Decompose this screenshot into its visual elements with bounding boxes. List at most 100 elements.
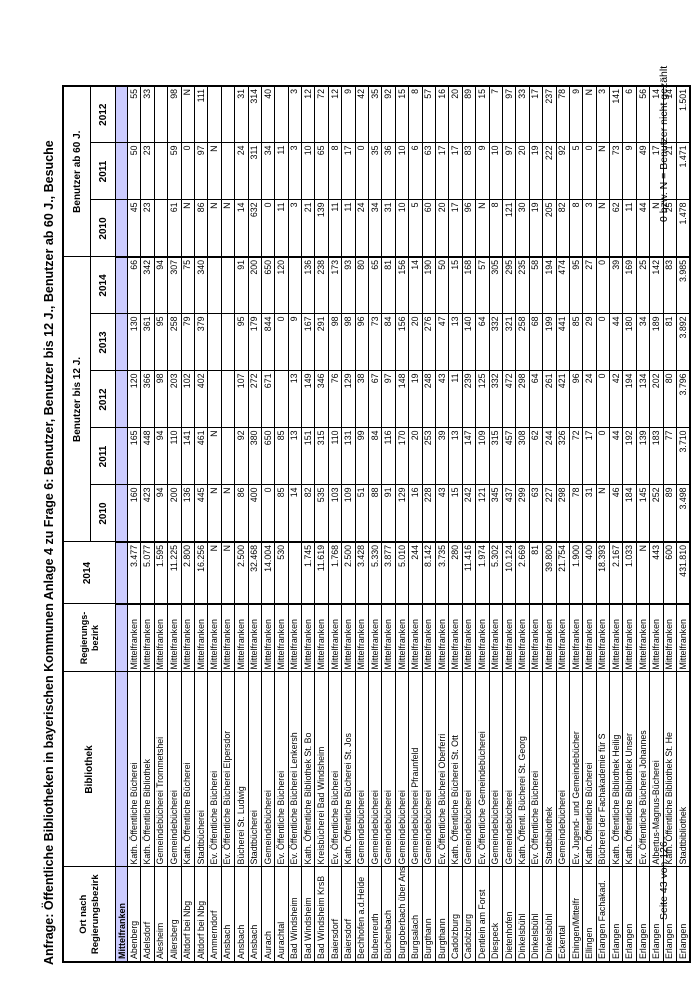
cell-ort: Burgthann	[435, 867, 449, 962]
cell-bis12-2012: 42	[609, 371, 623, 428]
cell-bis12-2014: 136	[301, 256, 315, 314]
cell-benutzer-2014: 1.974	[475, 542, 490, 604]
cell-bis12-2012: 43	[435, 371, 449, 428]
table-row: Dentlein am Forst Ev. Öffentliche Gemein…	[475, 85, 490, 962]
cell-bis12-2014: 142	[649, 256, 664, 314]
cell-ab60-2010: 3	[582, 199, 597, 257]
cell-ort: Bad Windsheim	[301, 867, 315, 962]
cell-regierungsbezirk: Mittelfranken	[676, 604, 691, 672]
cell-bis12-2014: 65	[368, 256, 382, 314]
cell-ab60-2011: 65	[314, 142, 329, 200]
cell-bis12-2011: N	[207, 428, 222, 485]
cell-ab60-2011: 97	[502, 142, 516, 200]
cell-benutzer-2014: 8.142	[422, 542, 436, 604]
cell-regierungsbezirk: Mittelfranken	[234, 604, 249, 672]
table-row: Dinkelsbühl Ev. Öffentliche Bücherei Mit…	[529, 85, 543, 962]
cell-ab60-2012: 237	[542, 85, 556, 143]
cell-ort: Altdorf bei Nbg	[194, 867, 208, 962]
cell-benutzer-2014: 11.619	[314, 542, 329, 604]
cell-ab60-2010: 61	[167, 199, 182, 257]
cell-ab60-2012: 35	[368, 85, 382, 143]
cell-bis12-2013: 441	[556, 314, 570, 371]
cell-bis12-2011: 77	[663, 428, 677, 485]
cell-bis12-2014: 15	[448, 256, 463, 314]
cell-bibliothek: Stadtbücherei	[194, 672, 208, 867]
cell-ab60-2012: 141	[609, 85, 623, 143]
cell-ort: Bad Windsheim KrsB	[314, 867, 329, 962]
cell-ab60-2012: 15	[475, 85, 490, 143]
cell-ab60-2010: 30	[515, 199, 530, 257]
table-row: Ammerndorf Ev. Öffentliche Bücherei Mitt…	[207, 85, 222, 962]
cell-ab60-2010: 11	[274, 199, 289, 257]
table-row: Ansbach Ev. Öffentliche Bücherei Elpersd…	[221, 85, 235, 962]
cell-ort: Aurachtal	[274, 867, 289, 962]
cell-regierungsbezirk: Mittelfranken	[314, 604, 329, 672]
table-row: Ansbach Stadtbücherei Mittelfranken 32.4…	[248, 85, 262, 962]
cell-ort: Ansbach	[221, 867, 235, 962]
cell-ort: Alesheim	[154, 867, 168, 962]
cell-ab60-2012: 55	[127, 85, 141, 143]
table-row: Bechhofen a.d.Heide Gemeindebücherei Mit…	[355, 85, 369, 962]
cell-regierungsbezirk: Mittelfranken	[542, 604, 556, 672]
cell-bis12-2011: 131	[341, 428, 356, 485]
cell-bibliothek: Ev. Öffentliche Bücherei	[207, 672, 222, 867]
cell-ab60-2012: 17	[529, 85, 543, 143]
cell-ab60-2011	[154, 142, 168, 200]
cell-bis12-2013: 276	[422, 314, 436, 371]
cell-bis12-2010: 109	[341, 485, 356, 542]
cell-benutzer-2014: 2.500	[341, 542, 356, 604]
table-row: Altdorf bei Nbg Kath. Öffentliche Bücher…	[181, 85, 195, 962]
cell-bis12-2013: 68	[529, 314, 543, 371]
cell-bis12-2014: 57	[475, 256, 490, 314]
cell-bis12-2012	[207, 371, 222, 428]
cell-bibliothek: Albertus-Magnus-Bücherei	[649, 672, 664, 867]
cell-bis12-2012: 13	[288, 371, 302, 428]
cell-ort: Allersberg	[167, 867, 182, 962]
cell-bis12-2014: 650	[261, 256, 275, 314]
header-ort-line1: Ort nach	[77, 894, 89, 934]
cell-ort: Dietenhofen	[502, 867, 516, 962]
cell-bis12-2012: 24	[582, 371, 597, 428]
table-body: Mittelfranken Abenberg Kath. Öffentliche…	[115, 85, 691, 962]
cell-regierungsbezirk: Mittelfranken	[328, 604, 342, 672]
cell-ab60-2011: N	[596, 142, 610, 200]
cell-bis12-2012: 202	[649, 371, 664, 428]
cell-ab60-2011: 5	[569, 142, 583, 200]
page-title: Anfrage: Öffentliche Bibliotheken in bay…	[42, 140, 56, 965]
cell-ab60-2012: 7	[489, 85, 503, 143]
table-row: Bad Windsheim Ev. Öffentliche Bücherei L…	[288, 85, 302, 962]
cell-bibliothek: Gemeindebücherei	[462, 672, 476, 867]
cell-bis12-2010: 51	[355, 485, 369, 542]
cell-ab60-2012: 15	[395, 85, 409, 143]
cell-bis12-2014: 0	[596, 256, 610, 314]
header-bis12-2012: 2012	[90, 371, 116, 428]
cell-bis12-2012: 239	[462, 371, 476, 428]
cell-ab60-2012	[207, 85, 222, 143]
cell-bis12-2011: 3.710	[676, 428, 691, 485]
cell-bis12-2010: 94	[154, 485, 168, 542]
cell-ab60-2011: 97	[194, 142, 208, 200]
cell-regierungsbezirk: Mittelfranken	[288, 604, 302, 672]
cell-bis12-2011: 139	[636, 428, 650, 485]
cell-regierungsbezirk: Mittelfranken	[355, 604, 369, 672]
table-row: Cadolzburg Kath. Öffentliche Bücherei St…	[448, 85, 463, 962]
cell-ab60-2011: 10	[395, 142, 409, 200]
cell-bis12-2013: 81	[663, 314, 677, 371]
cell-ort: Cadolzburg	[448, 867, 463, 962]
table-row: Diespeck Gemeindebücherei Mittelfranken …	[489, 85, 503, 962]
cell-bis12-2013: 64	[475, 314, 490, 371]
cell-bis12-2011: 94	[154, 428, 168, 485]
cell-bis12-2011: 170	[395, 428, 409, 485]
cell-regierungsbezirk: Mittelfranken	[368, 604, 382, 672]
cell-bibliothek: Ev. Öffentliche Bücherei Lenkersh	[288, 672, 302, 867]
table-row: Eckental Gemeindebücherei Mittelfranken …	[556, 85, 570, 962]
cell-regierungsbezirk: Mittelfranken	[649, 604, 664, 672]
cell-bis12-2010: 184	[622, 485, 637, 542]
table-row: Aurach Gemeindebücherei Mittelfranken 14…	[261, 85, 275, 962]
cell-bis12-2011: 0	[596, 428, 610, 485]
cell-bibliothek: Kath. Öffentliche Bibliothek	[140, 672, 155, 867]
cell-ab60-2010: 8	[489, 199, 503, 257]
cell-bis12-2013: 47	[435, 314, 449, 371]
table-row: Büchenbach Gemeindebücherei Mittelfranke…	[381, 85, 396, 962]
header-group-bis12: Benutzer bis 12 J.	[63, 256, 91, 542]
